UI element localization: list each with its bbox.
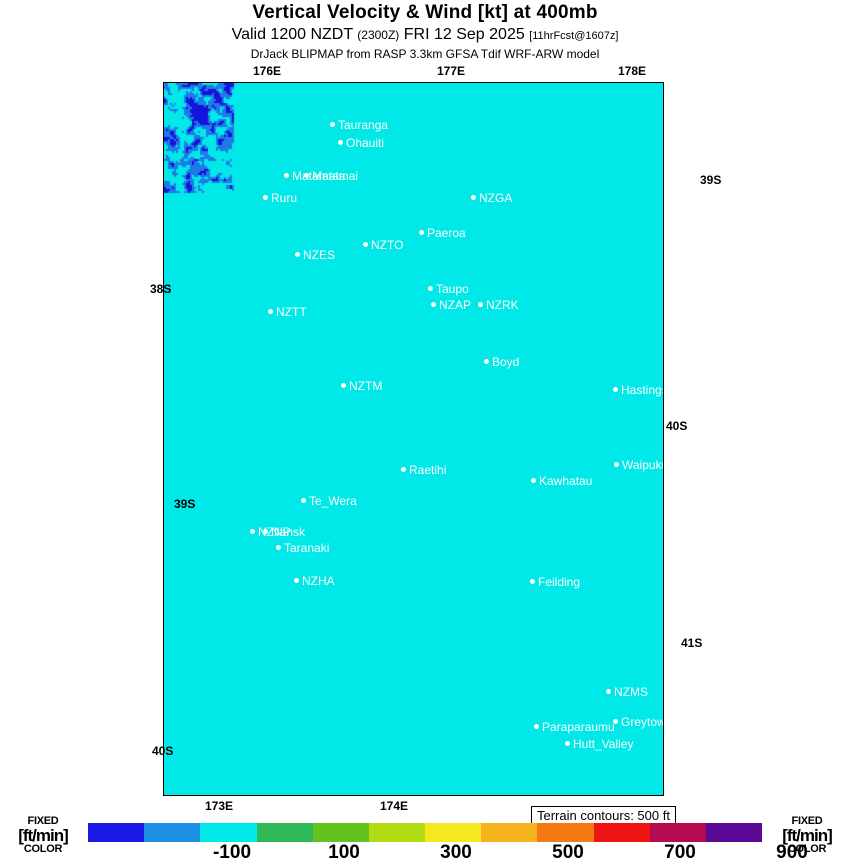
lat-label-right-39S: 39S	[700, 173, 722, 187]
colorbar-tick-500: 500	[552, 842, 584, 863]
colorbar-segment-5	[368, 823, 426, 842]
colorbar-segment-0	[88, 823, 145, 842]
colorbar-segment-9	[593, 823, 650, 842]
lon-label-top-178E: 178E	[618, 64, 647, 78]
lat-label-left-39S: 39S	[174, 497, 196, 511]
lon-label-top-176E: 176E	[253, 64, 282, 78]
colorbar-segment-3	[256, 823, 313, 842]
colorbar-segment-8	[537, 823, 594, 842]
colorbar-tick-100: 100	[328, 842, 360, 863]
lat-label-left-38S: 38S	[150, 282, 172, 296]
map-raster	[164, 83, 663, 795]
colorbar-tick-700: 700	[664, 842, 696, 863]
colorbar-segment-1	[144, 823, 201, 842]
lon-label-top-177E: 177E	[437, 64, 466, 78]
valid-time-local: Valid 1200 NZDT	[231, 26, 353, 43]
colorbar-units-right: FIXED [ft/min] COLOR	[766, 816, 848, 855]
colorbar-tick-300: 300	[440, 842, 472, 863]
colorbar-unit-label-left: [ft/min]	[18, 826, 69, 845]
colorbar-segment-11	[705, 823, 763, 842]
forecast-tag: [11hrFcst@1607z]	[529, 30, 619, 42]
colorbar-color-label-left: COLOR	[23, 843, 63, 855]
colorbar-tick--100: -100	[212, 842, 252, 863]
page-header: Vertical Velocity & Wind [kt] at 400mb V…	[0, 0, 850, 61]
lat-label-right-41S: 41S	[681, 636, 703, 650]
valid-time-utc: (2300Z)	[357, 28, 400, 42]
colorbar-fixed-label-left: FIXED	[27, 815, 59, 827]
colorbar-unit-label-right: [ft/min]	[782, 826, 833, 845]
colorbar-segment-7	[481, 823, 538, 842]
lat-label-right-40S: 40S	[666, 419, 688, 433]
valid-date: FRI 12 Sep 2025	[403, 26, 525, 43]
colorbar-segment-2	[200, 823, 257, 842]
colorbar-color-label-right: COLOR	[787, 843, 827, 855]
weather-map[interactable]: Tauranga Ohauiti Matamata Matamai Ruru NZGA Pa…	[163, 82, 664, 796]
lon-label-bottom-174E: 174E	[380, 799, 409, 813]
terrain-contour-note: Terrain contours: 500 ft	[531, 806, 676, 826]
valid-time-line: Valid 1200 NZDT (2300Z) FRI 12 Sep 2025 …	[0, 24, 850, 44]
colorbar-segment-6	[425, 823, 482, 842]
lat-label-left-40S: 40S	[152, 744, 174, 758]
colorbar-segment-10	[649, 823, 706, 842]
model-line: DrJack BLIPMAP from RASP 3.3km GFSA Tdif…	[250, 47, 600, 61]
colorbar-units-left: FIXED [ft/min] COLOR	[2, 816, 84, 855]
colorbar-tick-900: 900	[776, 842, 808, 863]
colorbar-fixed-label-right: FIXED	[791, 815, 823, 827]
lon-label-bottom-173E: 173E	[205, 799, 234, 813]
map-plot-area[interactable]: Tauranga Ohauiti Matamata Matamai Ruru NZGA Pa…	[163, 82, 664, 796]
colorbar-segment-4	[312, 823, 369, 842]
colorbar-scale[interactable]	[88, 823, 763, 842]
page-title: Vertical Velocity & Wind [kt] at 400mb	[252, 2, 598, 23]
